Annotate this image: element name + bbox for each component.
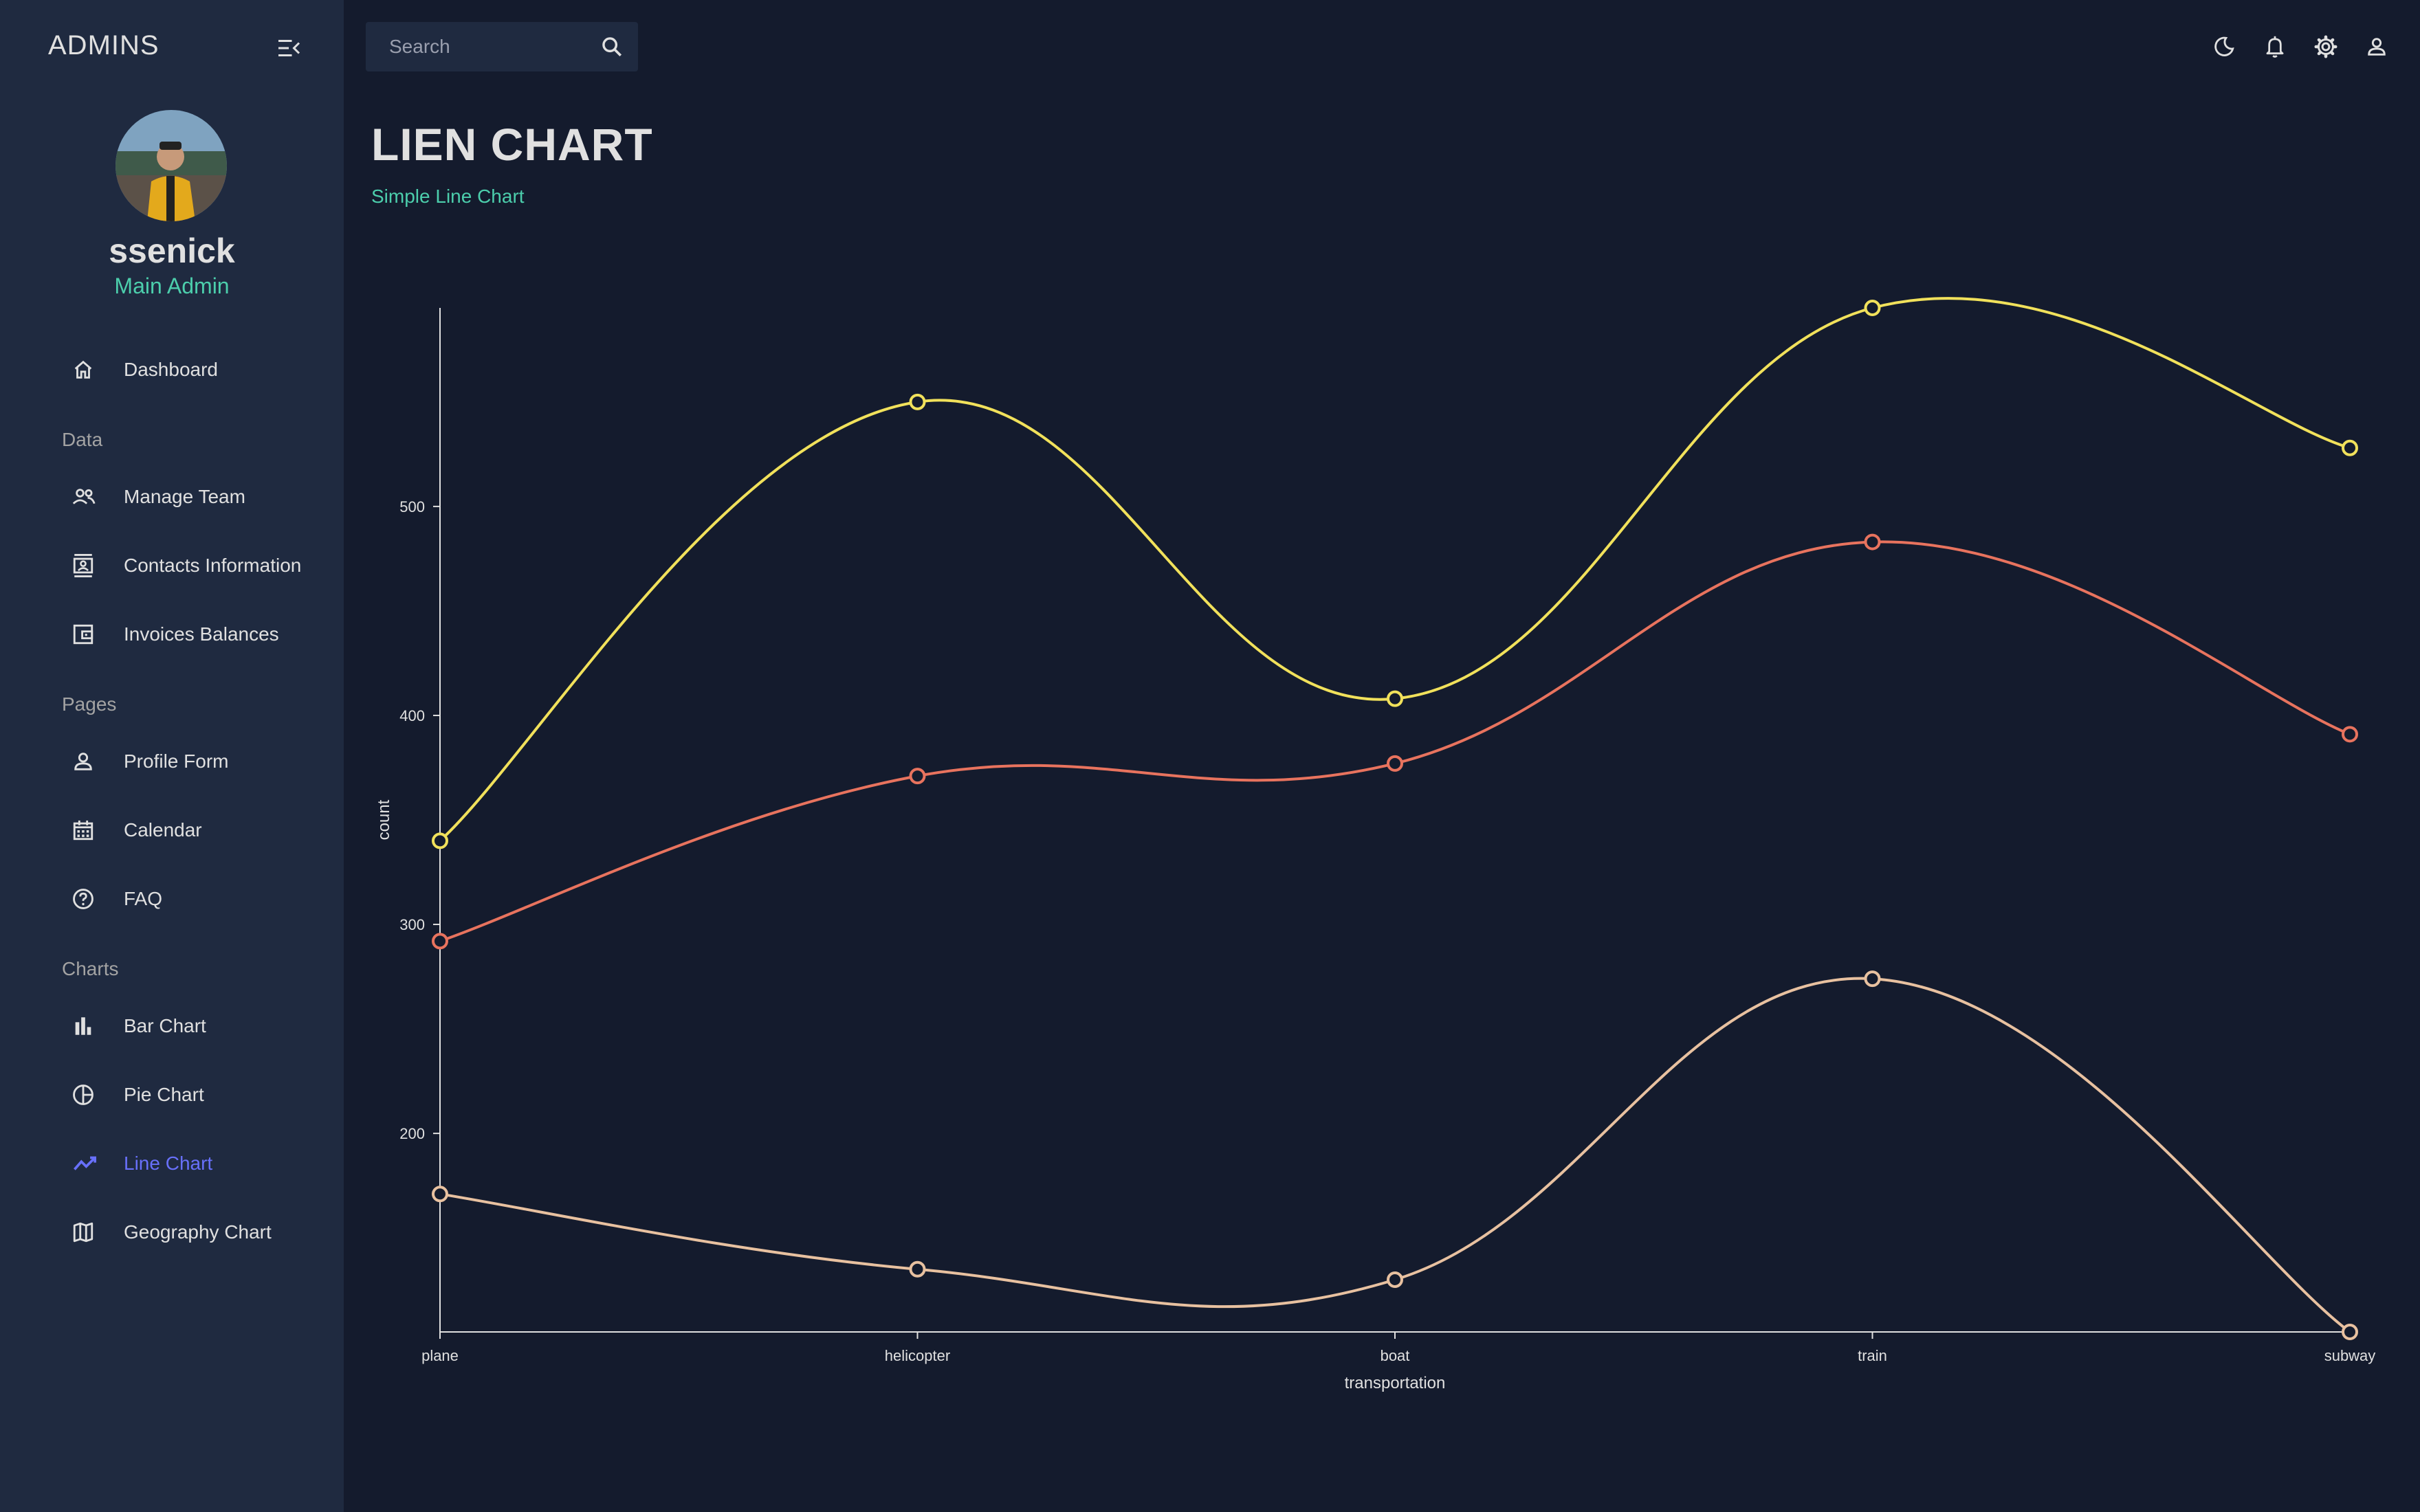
data-point xyxy=(432,1186,448,1203)
person-icon xyxy=(74,753,92,770)
sidebar-item-label: FAQ xyxy=(124,888,163,909)
sidebar-item-label: Geography Chart xyxy=(124,1221,272,1243)
sidebar-item-label: Pie Chart xyxy=(124,1084,204,1105)
data-point xyxy=(1387,690,1403,707)
people-icon xyxy=(72,489,96,504)
data-point xyxy=(909,1260,926,1278)
x-axis-label: transportation xyxy=(1345,1374,1446,1392)
sidebar-item-contacts[interactable]: Contacts Information xyxy=(62,538,330,593)
user-name: ssenick xyxy=(109,232,235,270)
series-line-0 xyxy=(439,297,2351,842)
sidebar-item-invoices[interactable]: Invoices Balances xyxy=(62,607,330,662)
home-icon xyxy=(74,360,92,379)
search-bar xyxy=(366,22,638,71)
x-tick-label: train xyxy=(1858,1347,1887,1364)
section-label-data: Data xyxy=(62,429,103,450)
data-point xyxy=(2342,1324,2358,1340)
user-role: Main Admin xyxy=(114,274,230,298)
sidebar-item-label: Invoices Balances xyxy=(124,623,279,645)
y-tick-label: 500 xyxy=(399,498,425,515)
data-point xyxy=(1387,755,1403,772)
x-tick-label: boat xyxy=(1380,1347,1410,1364)
y-tick-label: 300 xyxy=(399,916,425,933)
data-point xyxy=(1864,970,1881,988)
sidebar-item-bar-chart[interactable]: Bar Chart xyxy=(62,999,330,1054)
page-subtitle: Simple Line Chart xyxy=(371,186,525,207)
section-label-charts: Charts xyxy=(62,958,119,979)
user-photo-icon xyxy=(116,110,227,221)
avatar[interactable] xyxy=(116,110,227,221)
section-label-pages: Pages xyxy=(62,693,117,715)
x-tick-label: helicopter xyxy=(885,1347,950,1364)
menu-open-icon xyxy=(278,40,300,56)
bar-chart-icon xyxy=(75,1017,91,1035)
contacts-icon xyxy=(73,554,94,577)
data-point xyxy=(2342,439,2358,456)
sidebar-item-manage-team[interactable]: Manage Team xyxy=(62,469,330,524)
sidebar-item-label: Calendar xyxy=(124,819,202,841)
series-line-1 xyxy=(439,540,2351,943)
collapse-sidebar-button[interactable] xyxy=(274,33,304,63)
sidebar-item-label: Dashboard xyxy=(124,359,218,380)
dark-mode-toggle[interactable] xyxy=(2208,27,2240,66)
help-icon xyxy=(73,889,94,909)
sidebar-item-label: Contacts Information xyxy=(124,555,302,576)
x-tick-label: subway xyxy=(2324,1347,2376,1364)
sidebar-item-geography-chart[interactable]: Geography Chart xyxy=(62,1205,330,1260)
sidebar-item-line-chart[interactable]: Line Chart xyxy=(62,1136,330,1191)
calendar-icon xyxy=(73,820,94,841)
search-button[interactable] xyxy=(597,32,627,62)
receipt-icon xyxy=(73,624,94,645)
search-icon xyxy=(602,37,622,57)
sidebar: ADMINS ssenick Main Admin Dashboard Data… xyxy=(0,0,344,1512)
data-point xyxy=(1387,1271,1403,1288)
sidebar-item-pie-chart[interactable]: Pie Chart xyxy=(62,1067,330,1122)
data-point xyxy=(2342,726,2358,743)
sidebar-item-calendar[interactable]: Calendar xyxy=(62,803,330,858)
search-input[interactable] xyxy=(388,35,583,58)
data-point xyxy=(1864,300,1881,316)
sidebar-item-label: Bar Chart xyxy=(124,1015,206,1036)
page-title: LIEN CHART xyxy=(371,119,653,170)
profile-button[interactable] xyxy=(2361,27,2392,66)
data-point xyxy=(432,933,448,950)
y-tick-label: 200 xyxy=(399,1125,425,1142)
data-point xyxy=(432,832,448,849)
sidebar-item-dashboard[interactable]: Dashboard xyxy=(62,342,330,397)
data-point xyxy=(909,393,926,410)
dark-mode-icon xyxy=(2214,36,2234,56)
line-chart: 200 300 400 500 plane helicopter boat train subw… xyxy=(375,297,2376,1392)
sidebar-item-label: Line Chart xyxy=(124,1153,213,1174)
settings-icon xyxy=(2314,35,2338,58)
topbar-actions xyxy=(2208,27,2392,66)
settings-button[interactable] xyxy=(2310,27,2342,66)
brand-title: ADMINS xyxy=(48,30,160,60)
line-chart-icon xyxy=(74,1156,97,1170)
data-point xyxy=(1864,533,1881,551)
sidebar-item-label: Manage Team xyxy=(124,486,245,507)
pie-chart-icon xyxy=(73,1085,94,1105)
sidebar-item-profile-form[interactable]: Profile Form xyxy=(62,734,330,789)
profile-icon xyxy=(2368,38,2386,56)
series-line-2 xyxy=(439,977,2351,1333)
x-tick-label: plane xyxy=(421,1347,459,1364)
sidebar-item-faq[interactable]: FAQ xyxy=(62,871,330,926)
map-icon xyxy=(73,1222,94,1243)
data-point xyxy=(909,768,926,785)
notifications-icon xyxy=(2266,36,2284,58)
y-axis-label: count xyxy=(375,799,393,840)
sidebar-item-label: Profile Form xyxy=(124,751,229,772)
y-tick-label: 400 xyxy=(399,707,425,724)
notifications-button[interactable] xyxy=(2259,27,2291,66)
